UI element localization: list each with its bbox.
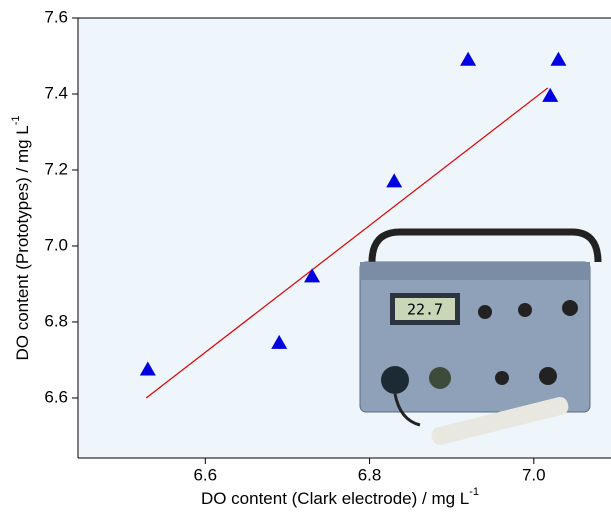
y-tick-label: 6.8 [44, 311, 68, 330]
x-axis-label: DO content (Clark electrode) / mg L-1 [201, 486, 479, 509]
photo-display: 22.7 [407, 301, 443, 319]
fit-line [145, 87, 549, 399]
y-tick-label: 7.6 [44, 7, 68, 26]
x-tick-label: 6.8 [358, 465, 382, 484]
x-tick-label: 7.0 [522, 465, 546, 484]
y-tick-label: 7.2 [44, 159, 68, 178]
data-point [460, 51, 477, 66]
data-point [139, 361, 156, 376]
y-tick-label: 7.0 [44, 235, 68, 254]
y-tick-label: 7.4 [44, 83, 68, 102]
x-tick-label: 6.6 [193, 465, 217, 484]
data-point [271, 334, 288, 349]
data-point [542, 87, 559, 102]
device-photo: 22.7 [359, 228, 602, 445]
data-point [304, 268, 321, 283]
y-axis-label: DO content (Prototypes) / mg L-1 [10, 115, 33, 360]
y-tick-label: 6.6 [44, 387, 68, 406]
data-point [550, 51, 567, 66]
data-point [386, 173, 403, 188]
